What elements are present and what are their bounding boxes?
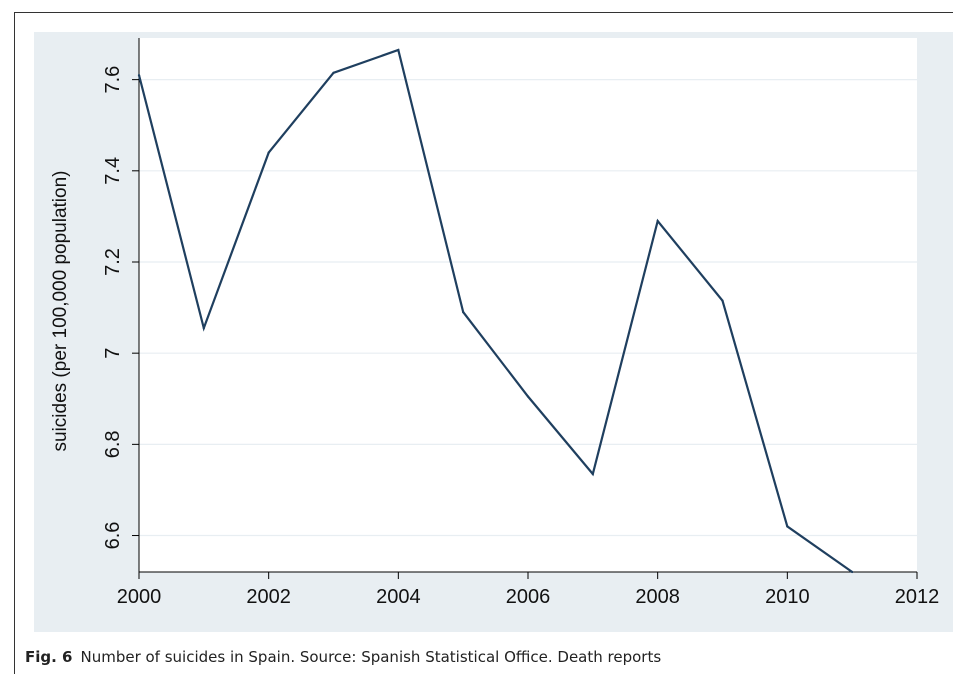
data-point	[721, 299, 724, 302]
x-ticks: 2000 2002 2004 2006 2008 2010 2012	[117, 572, 940, 608]
series-lines	[137, 48, 854, 574]
data-point	[332, 71, 335, 74]
y-axis-label: suicides (per 100,000 population)	[50, 171, 71, 452]
caption-text: Number of suicides in Spain. Source: Spa…	[80, 648, 662, 666]
figure-caption: Fig. 6 Number of suicides in Spain. Sourc…	[25, 648, 661, 666]
x-tick-label: 2000	[117, 586, 162, 608]
data-point	[851, 570, 854, 574]
line-chart: 6.6 6.8 7 7.2 7.4 7.6 2000 2002 2004 2006 2008 201…	[50, 38, 940, 608]
data-point	[397, 48, 400, 52]
data-point	[462, 311, 465, 314]
x-tick-label: 2006	[506, 586, 551, 608]
gridlines	[139, 79, 917, 537]
x-tick-label: 2008	[635, 586, 680, 608]
x-tick-label: 2010	[765, 586, 810, 608]
y-ticks: 6.6 6.8 7 7.2 7.4 7.6	[102, 66, 139, 550]
figure-frame	[14, 12, 953, 674]
data-point	[786, 525, 789, 528]
y-tick-label: 7.4	[102, 157, 124, 185]
data-point	[526, 395, 530, 398]
data-point	[137, 73, 141, 77]
y-tick-label: 7.6	[102, 66, 124, 94]
y-tick-label: 7	[102, 348, 124, 359]
y-tick-label: 6.8	[102, 430, 124, 458]
data-point	[267, 151, 270, 154]
figure-label: Fig. 6	[25, 648, 73, 666]
x-tick-label: 2002	[246, 586, 291, 608]
x-tick-label: 2012	[895, 586, 940, 608]
data-point	[202, 326, 205, 330]
x-tick-label: 2004	[376, 586, 421, 608]
series-line	[137, 48, 853, 573]
y-tick-label: 7.2	[102, 248, 124, 276]
data-point	[591, 472, 594, 476]
plot-area	[139, 38, 917, 572]
y-tick-label: 6.6	[102, 522, 124, 550]
data-point	[656, 219, 659, 223]
